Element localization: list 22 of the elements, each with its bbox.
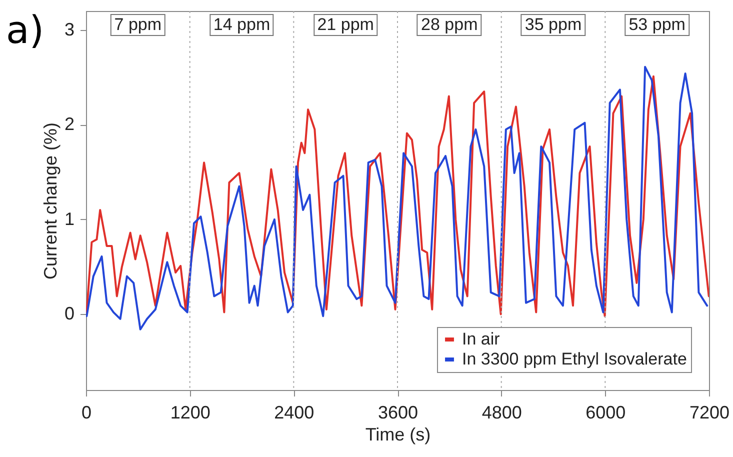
annotation: 35 ppm xyxy=(520,14,586,36)
y-axis-title: Current change (%) xyxy=(40,122,60,280)
x-axis-title: Time (s) xyxy=(365,424,431,444)
y-tick-label: 1 xyxy=(64,208,74,229)
y-tick-label: 2 xyxy=(64,114,74,134)
annotation: 7 ppm xyxy=(110,14,166,36)
x-tick-label: 3600 xyxy=(378,402,418,422)
annotation: 53 ppm xyxy=(624,14,690,36)
y-tick-label: 0 xyxy=(64,304,74,324)
legend-label: In 3300 ppm Ethyl Isovalerate xyxy=(462,350,687,368)
x-tick-label: 0 xyxy=(81,402,92,422)
x-tick-label: 2400 xyxy=(274,402,314,422)
y-tick-label: 3 xyxy=(64,19,74,40)
annotation: 14 ppm xyxy=(209,14,274,36)
annotation: 21 ppm xyxy=(313,14,378,36)
legend-label: In air xyxy=(462,330,500,348)
x-tick-label: 6000 xyxy=(586,402,626,422)
x-tick-label: 4800 xyxy=(482,402,522,422)
x-tick-label: 7200 xyxy=(689,402,730,422)
x-tick-label: 1200 xyxy=(170,402,210,422)
text: a) xyxy=(6,8,44,52)
annotation: 28 ppm xyxy=(417,14,482,36)
